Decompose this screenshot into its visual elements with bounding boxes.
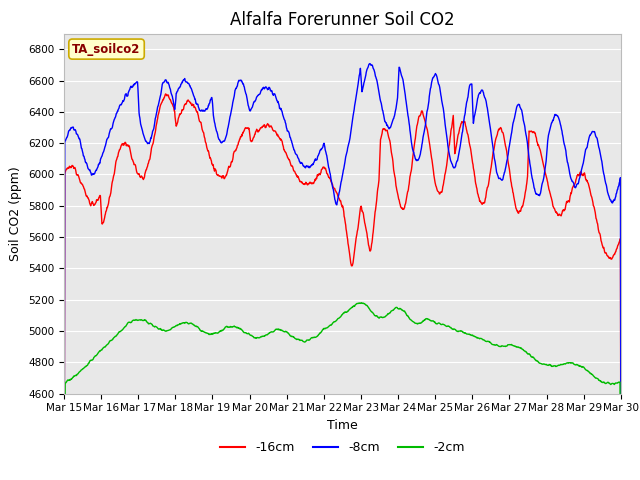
Text: TA_soilco2: TA_soilco2 [72,43,141,56]
Title: Alfalfa Forerunner Soil CO2: Alfalfa Forerunner Soil CO2 [230,11,454,29]
X-axis label: Time: Time [327,419,358,432]
Legend: -16cm, -8cm, -2cm: -16cm, -8cm, -2cm [215,436,470,459]
Y-axis label: Soil CO2 (ppm): Soil CO2 (ppm) [10,166,22,261]
